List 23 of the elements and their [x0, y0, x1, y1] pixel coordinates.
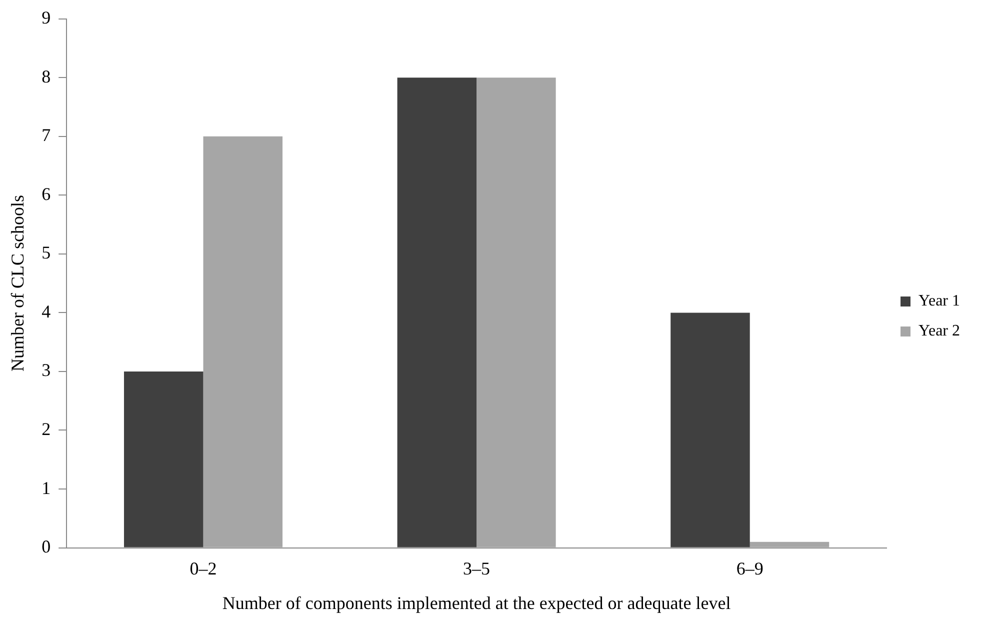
y-tick-label: 5 [42, 242, 51, 263]
y-tick-label: 9 [42, 8, 51, 28]
y-tick-label: 2 [42, 418, 51, 439]
x-axis-title: Number of components implemented at the expected or adequate level [222, 592, 731, 613]
y-tick-label: 0 [42, 536, 51, 557]
y-tick-label: 1 [42, 478, 51, 498]
bar [397, 78, 477, 548]
x-tick-label: 6–9 [736, 558, 764, 578]
bar [124, 371, 204, 548]
bar [750, 542, 830, 548]
x-tick-label: 0–2 [190, 558, 217, 578]
y-tick-label: 6 [42, 184, 51, 204]
bar [203, 136, 283, 548]
y-axis-title: Number of CLC schools [8, 195, 28, 372]
bar [476, 78, 556, 548]
y-tick-label: 4 [42, 301, 51, 322]
bar [670, 312, 750, 548]
y-tick-label: 8 [42, 66, 51, 86]
x-tick-label: 3–5 [463, 558, 490, 578]
y-tick-label: 7 [42, 125, 51, 146]
y-tick-label: 3 [42, 360, 51, 380]
legend-label: Year 1 [918, 292, 960, 310]
legend-label: Year 2 [918, 322, 960, 340]
